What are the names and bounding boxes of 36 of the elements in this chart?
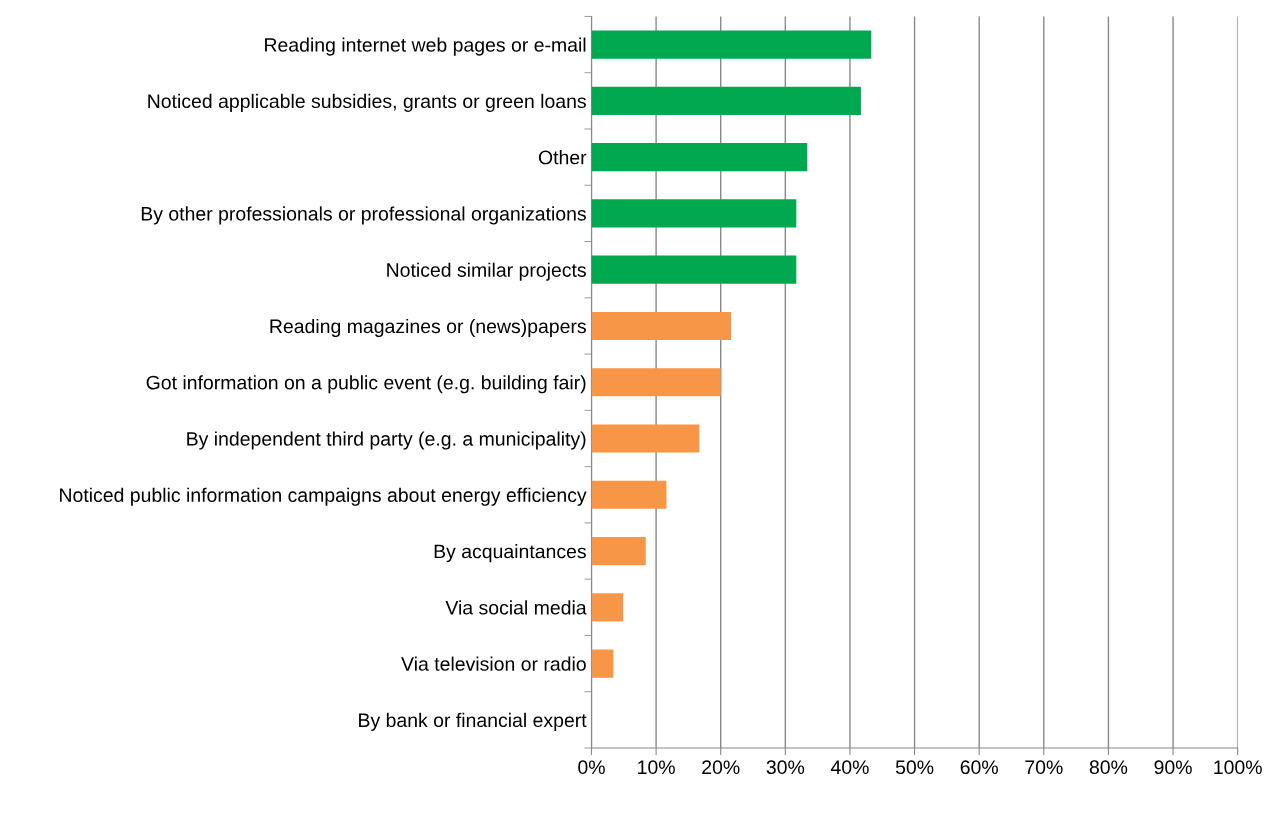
x-tick-label: 30%: [766, 760, 805, 775]
y-tick-label: Via social media: [445, 600, 587, 615]
bar: [591, 255, 797, 284]
y-tick-label: Got information on a public event (e.g. building fair): [146, 375, 586, 394]
y-tick-label: By independent third party (e.g. a municipality): [187, 431, 586, 450]
bar: [591, 593, 624, 622]
y-tick-label: Reading magazines or (news)papers: [270, 318, 586, 338]
y-tick-label: Other: [538, 150, 587, 165]
bar: [591, 86, 861, 115]
x-tick-label: 20%: [702, 760, 740, 775]
y-tick-label: By acquaintances: [434, 544, 586, 563]
bar: [591, 536, 646, 566]
bar: [591, 199, 797, 228]
x-tick-label: 10%: [638, 760, 675, 775]
x-tick-label: 80%: [1089, 760, 1128, 775]
bar: [591, 30, 872, 59]
x-tick-label: 70%: [1025, 760, 1063, 775]
x-tick-label: 0%: [578, 760, 605, 775]
bar: [591, 311, 732, 341]
x-tick-label: 40%: [830, 760, 869, 775]
y-tick-label: By bank or financial expert: [359, 712, 587, 731]
bar: [591, 368, 721, 397]
bar: [591, 424, 700, 453]
y-tick-label: By other professionals or professional organizations: [141, 206, 586, 225]
y-tick-label: Noticed similar projects: [387, 262, 586, 281]
bar: [591, 143, 808, 172]
y-tick-label: Via television or radio: [401, 656, 586, 671]
x-tick-label: 50%: [895, 760, 934, 775]
y-tick-label: Noticed public information campaigns about energy efficiency: [60, 487, 587, 506]
x-tick-label: 60%: [960, 760, 998, 775]
x-tick-label: 90%: [1154, 760, 1192, 775]
y-tick-label: Reading internet web pages or e-mail: [265, 37, 586, 56]
bar: [591, 649, 614, 678]
y-tick-label: Noticed applicable subsidies, grants or green loans: [148, 93, 586, 112]
bar: [591, 480, 667, 509]
x-tick-label: 100%: [1214, 760, 1262, 775]
